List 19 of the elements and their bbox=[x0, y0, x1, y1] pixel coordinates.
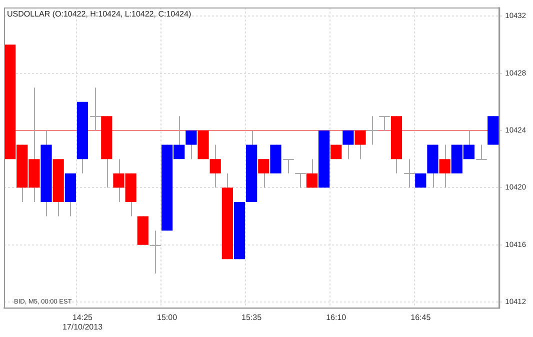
candlestick bbox=[258, 158, 270, 188]
candlestick bbox=[282, 158, 294, 174]
x-tick-label: 16:45 bbox=[410, 312, 432, 322]
candlestick bbox=[342, 130, 354, 160]
x-tick-label: 15:00 bbox=[157, 312, 178, 322]
candlestick bbox=[186, 130, 197, 160]
candlestick bbox=[90, 87, 102, 131]
x-tick-label: 14:25 17/10/2013 bbox=[62, 312, 104, 332]
candlestick bbox=[210, 144, 221, 188]
candlestick bbox=[476, 144, 488, 160]
candlestick bbox=[294, 172, 306, 188]
candlestick bbox=[439, 144, 450, 188]
x-tick-label: 16:10 bbox=[326, 312, 347, 322]
chart-title: USDOLLAR (O:10422, H:10424, L:10422, C:10424) bbox=[7, 10, 192, 19]
candlestick bbox=[378, 116, 390, 131]
x-tick-label: 15:35 bbox=[242, 312, 262, 322]
candlestick bbox=[150, 230, 162, 274]
candlestick bbox=[404, 158, 416, 188]
candlestick bbox=[366, 116, 378, 146]
